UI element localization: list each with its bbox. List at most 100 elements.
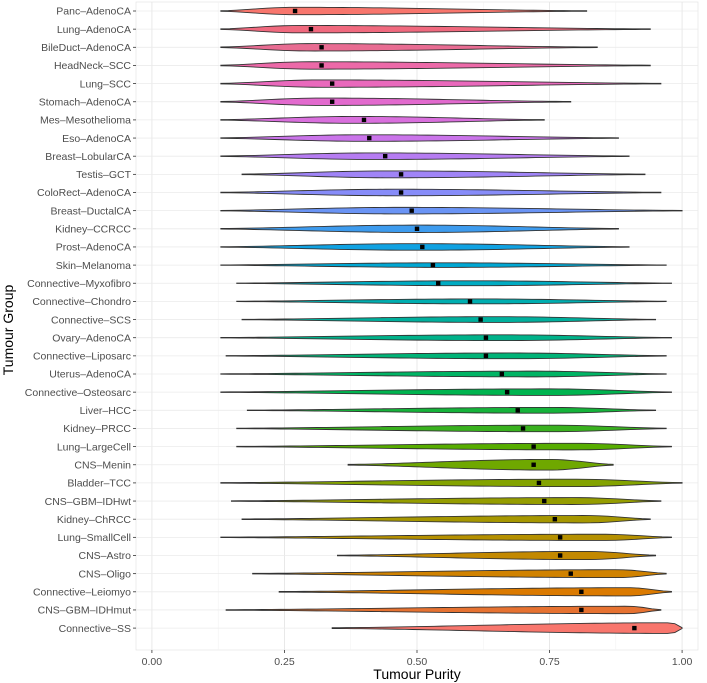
violin-6 [220, 97, 572, 106]
violin-3 [220, 43, 598, 52]
mean-marker [430, 262, 436, 268]
y-tick-label: Lung–LargeCell [57, 441, 131, 453]
y-tick-label: Connective–Leiomyo [33, 587, 131, 599]
mean-marker [329, 99, 335, 104]
violin-26 [347, 458, 614, 471]
y-tick-label: CNS–Menin [74, 459, 131, 471]
mean-marker [382, 154, 388, 159]
y-tick-label: CNS–Astro [78, 550, 131, 562]
mean-marker [414, 226, 420, 231]
mean-marker [398, 190, 404, 195]
mean-marker [531, 444, 536, 449]
mean-layer [292, 8, 637, 631]
violin-9 [220, 152, 630, 160]
y-tick-label: Connective–SCS [51, 314, 131, 326]
violin-24 [236, 424, 667, 433]
y-tick-label: Lung–SCC [80, 78, 132, 90]
mean-marker [557, 553, 563, 558]
mean-marker [409, 208, 414, 213]
y-tick-label: Stomach–AdenoCA [39, 96, 131, 108]
y-tick-label: BileDuct–AdenoCA [41, 42, 131, 54]
y-tick-label: Mes–Mesothelioma [40, 115, 131, 127]
mean-marker [499, 371, 505, 377]
y-tick-label: Lung–AdenoCA [57, 24, 131, 36]
y-tick-label: Connective–Liposarc [33, 351, 131, 363]
violin-15 [220, 262, 667, 268]
x-tick-labels: 0.00 0.25 0.50 0.75 1.00 [142, 650, 692, 668]
mean-marker [398, 172, 404, 177]
y-tick-label: Kidney–ChRCC [57, 514, 132, 526]
mean-marker [361, 117, 367, 123]
mean-marker [308, 26, 314, 32]
y-tick-label: Connective–Osteosarc [25, 387, 131, 399]
mean-marker [542, 498, 547, 504]
violin-11 [220, 188, 662, 197]
mean-marker [536, 480, 542, 486]
violin-4 [220, 61, 651, 70]
violin-32 [252, 569, 667, 579]
violin-layer [220, 6, 683, 634]
y-tick-label: Lung–SmallCell [57, 532, 131, 544]
y-tick-label: Connective–SS [59, 623, 131, 635]
violin-7 [220, 116, 545, 124]
mean-marker [319, 45, 324, 50]
violin-1 [220, 6, 588, 16]
violin-21 [220, 370, 667, 378]
y-tick-label: HeadNeck–SCC [54, 60, 131, 72]
y-tick-labels: Panc–AdenoCA Lung–AdenoCA BileDuct–AdenoCA… [25, 6, 136, 635]
mean-marker [329, 81, 335, 86]
mean-marker [292, 8, 298, 14]
mean-marker [520, 426, 526, 431]
violin-17 [236, 298, 667, 305]
mean-marker [531, 462, 536, 467]
mean-marker [478, 317, 483, 322]
mean-marker [579, 607, 584, 613]
y-tick-label: Breast–LobularCA [45, 151, 131, 163]
violin-25 [236, 442, 672, 451]
violin-16 [236, 280, 672, 287]
y-tick-label: Connective–Chondro [32, 296, 131, 308]
violin-2 [220, 25, 651, 34]
mean-marker [632, 625, 637, 631]
violin-12 [220, 206, 683, 215]
mean-marker [552, 517, 558, 522]
violin-33 [278, 587, 672, 597]
violin-35 [331, 622, 683, 634]
violin-13 [220, 224, 619, 233]
x-tick-label: 0.25 [274, 656, 295, 668]
violin-34 [225, 605, 662, 615]
violin-22 [220, 388, 672, 396]
violin-14 [220, 243, 630, 251]
y-tick-label: Ovary–AdenoCA [52, 332, 131, 344]
y-axis-title: Tumour Group [0, 285, 16, 376]
violin-8 [220, 134, 619, 142]
x-tick-label: 0.00 [142, 656, 163, 668]
x-tick-label: 0.75 [539, 656, 560, 668]
mean-marker [483, 353, 489, 359]
y-tick-label: Connective–Myxofibro [27, 278, 131, 290]
mean-marker [436, 281, 441, 286]
mean-marker [319, 63, 324, 68]
y-tick-label: Liver–HCC [80, 405, 132, 417]
violin-28 [230, 497, 662, 505]
mean-marker [557, 535, 563, 540]
mean-marker [579, 589, 584, 594]
y-tick-label: Skin–Melanoma [56, 260, 131, 272]
y-tick-label: Kidney–PRCC [63, 423, 131, 435]
violin-10 [241, 170, 646, 179]
y-tick-label: Bladder–TCC [67, 478, 131, 490]
y-tick-label: Prost–AdenoCA [56, 242, 131, 254]
y-tick-label: Panc–AdenoCA [56, 6, 131, 18]
violin-19 [220, 334, 672, 342]
violin-31 [337, 550, 657, 561]
y-tick-label: CNS–GBM–IDHwt [45, 496, 131, 508]
y-tick-label: Breast–DuctalCA [50, 205, 131, 217]
mean-marker [367, 135, 372, 141]
y-tick-label: Kidney–CCRCC [55, 224, 131, 236]
y-tick-label: CNS–Oligo [78, 568, 131, 580]
y-tick-label: Testis–GCT [76, 169, 131, 181]
x-axis-title: Tumour Purity [373, 666, 460, 682]
mean-marker [420, 244, 425, 250]
x-tick-label: 0.50 [407, 656, 428, 668]
